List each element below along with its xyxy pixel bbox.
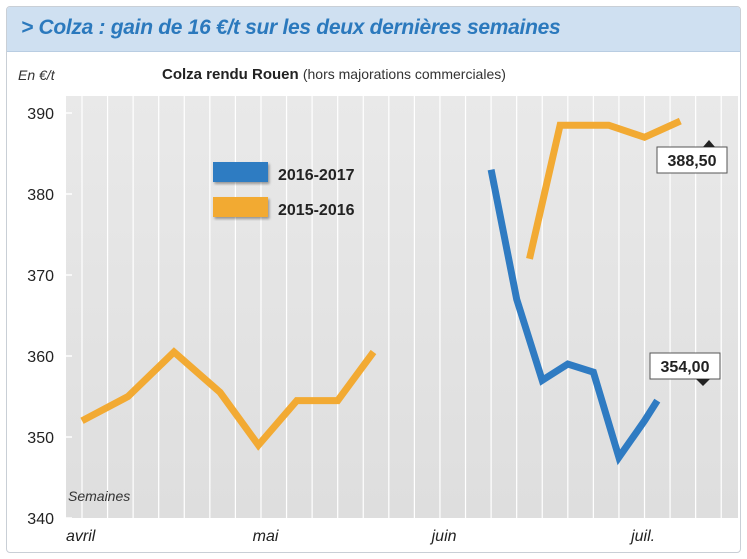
y-tick-label: 390	[27, 106, 54, 123]
callout-2015-2016: 388,50	[656, 140, 728, 174]
x-month-labels: avril mai juin juil.	[66, 528, 655, 545]
x-month-label: avril	[66, 528, 96, 545]
x-month-label: mai	[253, 528, 279, 545]
chart-subtitle: Colza rendu Rouen (hors majorations comm…	[162, 66, 506, 83]
callout-value-2016-2017: 354,00	[661, 359, 710, 376]
legend-label-2016-2017: 2016-2017	[278, 167, 355, 184]
callout-pointer-2015-2016	[703, 140, 715, 147]
series-line-2015-2016-segment-1	[80, 347, 377, 451]
legend-item-2016-2017: 2016-2017	[213, 162, 355, 184]
banner-title: > Colza : gain de 16 €/t sur les deux de…	[21, 16, 561, 39]
x-axis-label: Semaines	[68, 488, 130, 504]
plot-area	[66, 96, 738, 518]
callout-box-2016-2017	[649, 352, 721, 380]
y-ticks: 340 350 360 370 380 390	[27, 106, 54, 528]
series-line-2015-2016-segment-2	[526, 117, 682, 260]
y-tick-label: 340	[27, 511, 54, 528]
legend-swatch-2015-2016	[213, 197, 268, 217]
grid	[66, 96, 722, 519]
title-banner: > Colza : gain de 16 €/t sur les deux de…	[7, 7, 740, 52]
x-month-label: juil.	[629, 528, 655, 545]
chart-title: Colza rendu Rouen	[162, 66, 299, 83]
y-tick-label: 350	[27, 430, 54, 447]
callout-value-2015-2016: 388,50	[668, 153, 717, 170]
y-tick-label: 360	[27, 349, 54, 366]
legend-item-2015-2016: 2015-2016	[213, 197, 355, 219]
legend: 2016-2017 2015-2016	[213, 162, 355, 219]
x-month-label: juin	[430, 528, 457, 545]
legend-swatch-2016-2017	[213, 162, 268, 182]
series-line-2016-2017-segment-1	[487, 169, 661, 466]
callout-box-2015-2016	[656, 146, 728, 174]
y-tick-label: 370	[27, 268, 54, 285]
callout-pointer-2016-2017	[696, 379, 710, 386]
callout-2016-2017: 354,00	[649, 352, 721, 386]
y-tick-label: 380	[27, 187, 54, 204]
chart-title-note: (hors majorations commerciales)	[302, 66, 506, 82]
series-layer	[80, 117, 682, 466]
y-axis-unit-label: En €/t	[18, 67, 55, 83]
legend-label-2015-2016: 2015-2016	[278, 202, 355, 219]
